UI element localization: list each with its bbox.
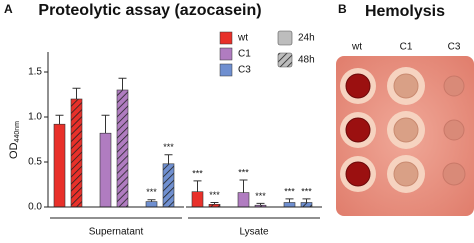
significance-label: ***: [301, 186, 312, 196]
bar: [70, 98, 83, 208]
y-tick-label: 1.0: [28, 112, 42, 123]
error-bar: [118, 77, 127, 90]
error-bar: [72, 87, 81, 99]
error-bar: [55, 114, 64, 125]
significance-label: ***: [284, 186, 295, 196]
significance-label: ***: [238, 167, 249, 177]
significance-label: ***: [146, 187, 157, 197]
chart-title: Proteolytic assay (azocasein): [38, 2, 261, 19]
y-label-sub: 440nm: [14, 121, 21, 143]
y-axis-label: OD440nm: [8, 121, 21, 159]
image-title: Hemolysis: [365, 3, 445, 20]
legend-swatch: [277, 30, 293, 46]
significance-label: ***: [192, 168, 203, 178]
x-tick-label: Supernatant: [89, 227, 144, 238]
bar: [116, 89, 129, 208]
legend-label: C1: [238, 49, 251, 60]
bar: [191, 191, 204, 208]
legend-label: 24h: [298, 33, 315, 44]
legend-swatch: [219, 63, 233, 77]
plate-photo: [336, 56, 474, 216]
panel-label: A: [4, 2, 13, 16]
panel-label: B: [338, 2, 347, 16]
bar: [145, 201, 158, 208]
column-label: wt: [351, 42, 362, 53]
bar: [99, 132, 112, 208]
y-label-main: OD: [8, 142, 20, 159]
legend-swatch: [219, 31, 233, 45]
legend-label: 48h: [298, 55, 315, 66]
error-bar: [285, 198, 294, 203]
significance-label: ***: [163, 142, 174, 152]
error-bar: [164, 154, 173, 164]
error-bar: [101, 114, 110, 134]
bar: [162, 163, 175, 208]
column-label: C3: [448, 42, 461, 53]
error-bar: [256, 202, 265, 206]
significance-label: ***: [255, 191, 266, 201]
error-bar: [147, 199, 156, 202]
x-tick-label: Lysate: [239, 227, 269, 238]
bar: [237, 192, 250, 208]
legend-swatch: [219, 47, 233, 61]
bar: [300, 202, 313, 208]
error-bar: [302, 198, 311, 203]
legend-label: C3: [238, 65, 251, 76]
column-label: C1: [400, 42, 413, 53]
error-bar: [210, 202, 219, 205]
y-tick-label: 1.5: [28, 67, 42, 78]
error-bar: [239, 179, 248, 193]
significance-label: ***: [209, 190, 220, 200]
bar: [283, 202, 296, 208]
error-bar: [193, 180, 202, 192]
y-tick-label: 0.5: [28, 157, 42, 168]
bar: [53, 123, 66, 208]
legend-swatch: [277, 52, 293, 68]
y-tick-label: 0.0: [28, 202, 42, 213]
legend-label: wt: [237, 33, 248, 44]
